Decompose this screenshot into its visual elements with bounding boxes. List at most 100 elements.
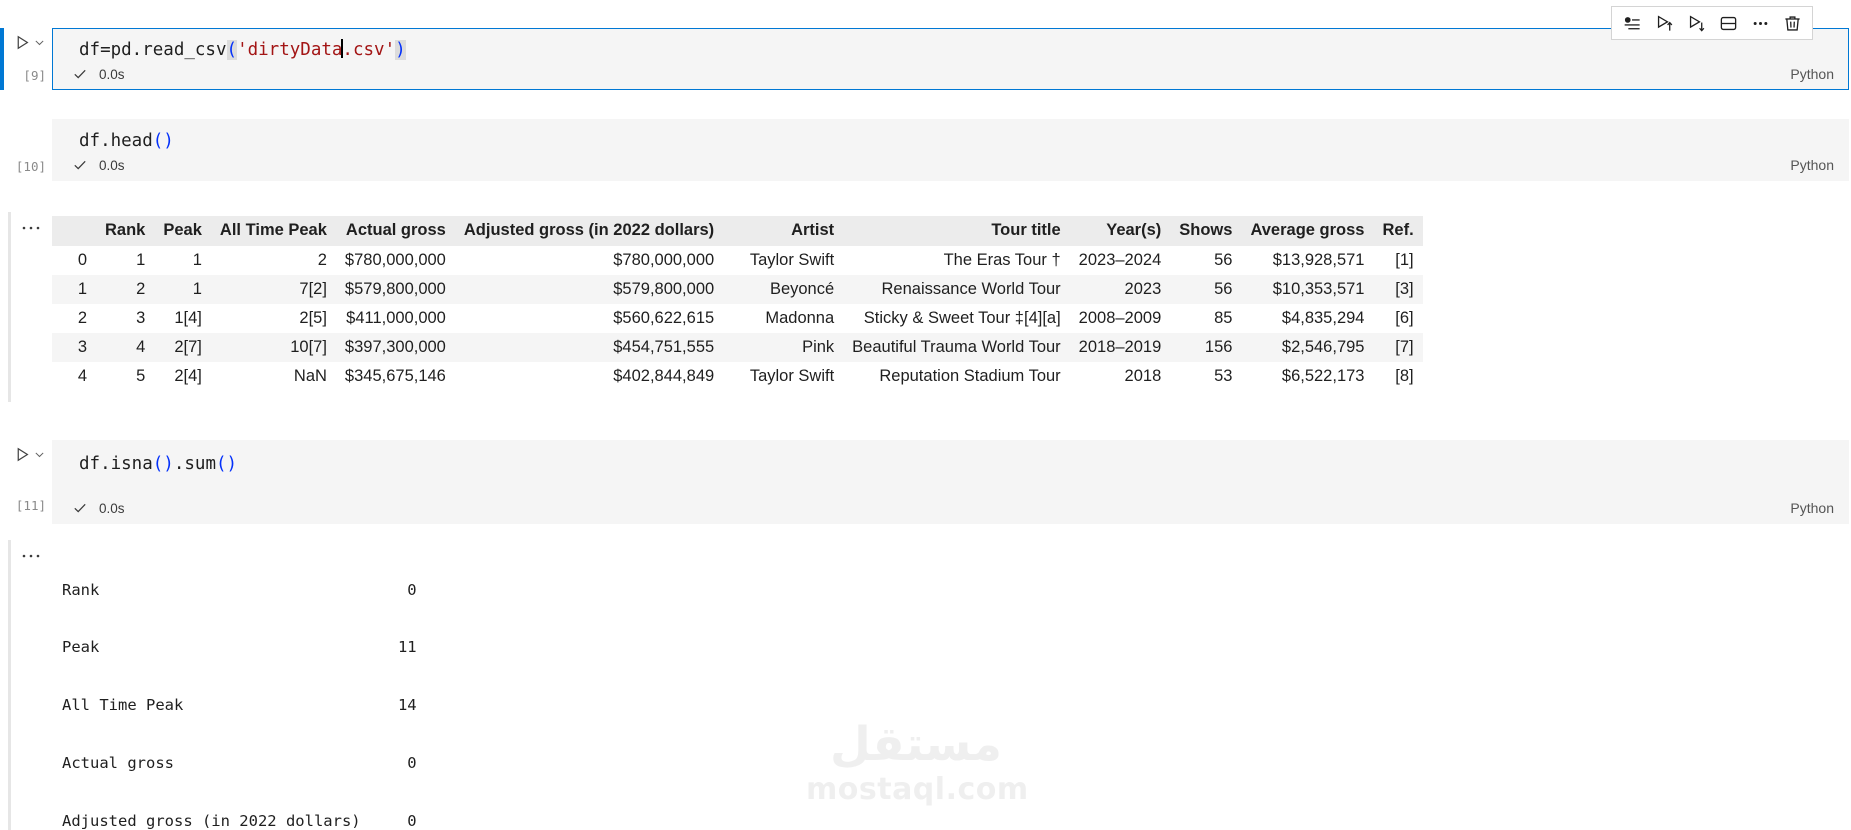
df-cell-index: 4	[52, 362, 96, 391]
cell-3-run-button[interactable]	[14, 446, 45, 463]
cell-2-output-menu-icon[interactable]	[18, 218, 44, 238]
dataframe-header-row: Rank Peak All Time Peak Actual gross Adj…	[52, 216, 1423, 246]
play-icon	[17, 35, 29, 50]
df-cell-ref: [8]	[1373, 362, 1423, 391]
df-cell-artist: Pink	[723, 333, 844, 362]
df-cell-rank: 3	[96, 304, 155, 333]
df-cell-rank: 1	[96, 246, 155, 275]
df-cell-rank: 4	[96, 333, 155, 362]
df-cell-actual-gross: $579,800,000	[335, 275, 455, 304]
cell-1-editor[interactable]: df=pd.read_csv('dirtyData.csv') 0.0s Pyt…	[52, 28, 1849, 90]
df-cell-actual-gross: $411,000,000	[335, 304, 455, 333]
execute-above-icon[interactable]	[1648, 8, 1680, 38]
df-cell-tour-title: Sticky & Sweet Tour ‡[4][a]	[843, 304, 1070, 333]
df-cell-index: 3	[52, 333, 96, 362]
df-cell-average-gross: $13,928,571	[1241, 246, 1374, 275]
df-cell-rank: 2	[96, 275, 155, 304]
df-cell-years: 2018	[1069, 362, 1171, 391]
cell-2-kernel-label[interactable]: Python	[1790, 157, 1834, 173]
df-cell-index: 2	[52, 304, 96, 333]
cell-1-gutter: [9]	[0, 28, 52, 90]
dataframe-output: Rank Peak All Time Peak Actual gross Adj…	[52, 216, 1423, 391]
df-cell-average-gross: $2,546,795	[1241, 333, 1374, 362]
df-cell-shows: 53	[1170, 362, 1242, 391]
code-token-close-paren: )	[395, 40, 406, 60]
chevron-down-icon[interactable]	[34, 37, 45, 48]
df-cell-adjusted-gross: $579,800,000	[454, 275, 724, 304]
code-token-parens-1: ()	[152, 454, 174, 474]
df-cell-index: 1	[52, 275, 96, 304]
code-token-identifier: df.head	[79, 131, 153, 151]
df-col-shows: Shows	[1170, 216, 1242, 246]
code-token-sum: .sum	[173, 454, 216, 474]
cell-3-kernel-label[interactable]: Python	[1790, 500, 1834, 516]
cell-2-editor[interactable]: df.head() 0.0s Python	[52, 119, 1849, 181]
df-cell-tour-title: The Eras Tour †	[843, 246, 1070, 275]
cell-1-statusbar: 0.0s Python	[53, 63, 1848, 89]
cell-1-run-button[interactable]	[14, 34, 45, 51]
code-token-parens-2: ()	[216, 454, 238, 474]
cell-3-editor[interactable]: df.isna().sum() 0.0s Python	[52, 440, 1849, 524]
cell-3-status: 0.0s	[71, 499, 125, 517]
run-by-line-icon[interactable]	[1616, 8, 1648, 38]
df-cell-peak: 1	[154, 246, 211, 275]
code-token-open-paren: (	[226, 40, 238, 60]
df-cell-shows: 156	[1170, 333, 1242, 362]
df-cell-years: 2023	[1069, 275, 1171, 304]
df-cell-actual-gross: $345,675,146	[335, 362, 455, 391]
code-token-parens: ()	[152, 131, 174, 151]
notebook-cell-3[interactable]: [11] df.isna().sum() 0.0s Python	[0, 440, 1851, 524]
more-actions-icon[interactable]	[1744, 8, 1776, 38]
series-line: All Time Peak 14	[62, 696, 417, 715]
df-cell-average-gross: $10,353,571	[1241, 275, 1374, 304]
series-line: Rank 0	[62, 580, 417, 599]
df-col-average-gross: Average gross	[1241, 216, 1374, 246]
cell-hover-toolbar	[1611, 6, 1813, 40]
cell-3-code-line[interactable]: df.isna().sum()	[79, 451, 237, 477]
df-cell-peak: 2[4]	[154, 362, 211, 391]
delete-cell-icon[interactable]	[1776, 8, 1808, 38]
check-icon	[71, 499, 89, 517]
cell-3-execution-count: [11]	[15, 498, 46, 513]
df-cell-ref: [7]	[1373, 333, 1423, 362]
check-icon	[71, 65, 89, 83]
df-cell-ref: [3]	[1373, 275, 1423, 304]
df-col-rank: Rank	[96, 216, 155, 246]
df-cell-years: 2018–2019	[1069, 333, 1171, 362]
cell-2-statusbar: 0.0s Python	[53, 154, 1848, 180]
df-col-tour-title: Tour title	[843, 216, 1070, 246]
df-cell-artist: Taylor Swift	[723, 362, 844, 391]
code-token-identifier: df=pd.read_csv	[79, 40, 227, 60]
series-line: Adjusted gross (in 2022 dollars) 0	[62, 812, 417, 830]
cell-1-focus-indicator	[0, 28, 4, 90]
df-cell-all-time-peak: 2	[210, 246, 336, 275]
df-col-artist: Artist	[723, 216, 844, 246]
df-cell-actual-gross: $780,000,000	[335, 246, 455, 275]
df-cell-index: 0	[52, 246, 96, 275]
split-cell-icon[interactable]	[1712, 8, 1744, 38]
cell-1-code-line[interactable]: df=pd.read_csv('dirtyData.csv')	[79, 37, 406, 63]
df-cell-rank: 5	[96, 362, 155, 391]
cell-3-gutter: [11]	[0, 440, 52, 524]
df-col-all-time-peak: All Time Peak	[210, 216, 336, 246]
execute-below-icon[interactable]	[1680, 8, 1712, 38]
cell-1-kernel-label[interactable]: Python	[1790, 66, 1834, 82]
play-icon	[17, 447, 29, 462]
df-col-peak: Peak	[154, 216, 211, 246]
series-line: Actual gross 0	[62, 754, 417, 773]
df-cell-peak: 1[4]	[154, 304, 211, 333]
df-cell-all-time-peak: 7[2]	[210, 275, 336, 304]
notebook-cell-2[interactable]: [10] df.head() 0.0s Python	[0, 119, 1851, 181]
cell-2-execution-count: [10]	[15, 159, 46, 174]
df-cell-adjusted-gross: $402,844,849	[454, 362, 724, 391]
chevron-down-icon[interactable]	[34, 449, 45, 460]
table-row: 1 2 1 7[2] $579,800,000 $579,800,000 Bey…	[52, 275, 1423, 304]
df-cell-all-time-peak: 10[7]	[210, 333, 336, 362]
df-cell-artist: Beyoncé	[723, 275, 844, 304]
notebook-cell-1[interactable]: [9] df=pd.read_csv('dirtyData.csv') 0.0s…	[0, 28, 1851, 90]
cell-1-execution-count: [9]	[23, 68, 46, 83]
table-row: 2 3 1[4] 2[5] $411,000,000 $560,622,615 …	[52, 304, 1423, 333]
cell-3-output-menu-icon[interactable]	[18, 546, 44, 566]
cell-2-code-line[interactable]: df.head()	[79, 128, 174, 154]
dataframe-body: 0 1 1 2 $780,000,000 $780,000,000 Taylor…	[52, 246, 1423, 391]
